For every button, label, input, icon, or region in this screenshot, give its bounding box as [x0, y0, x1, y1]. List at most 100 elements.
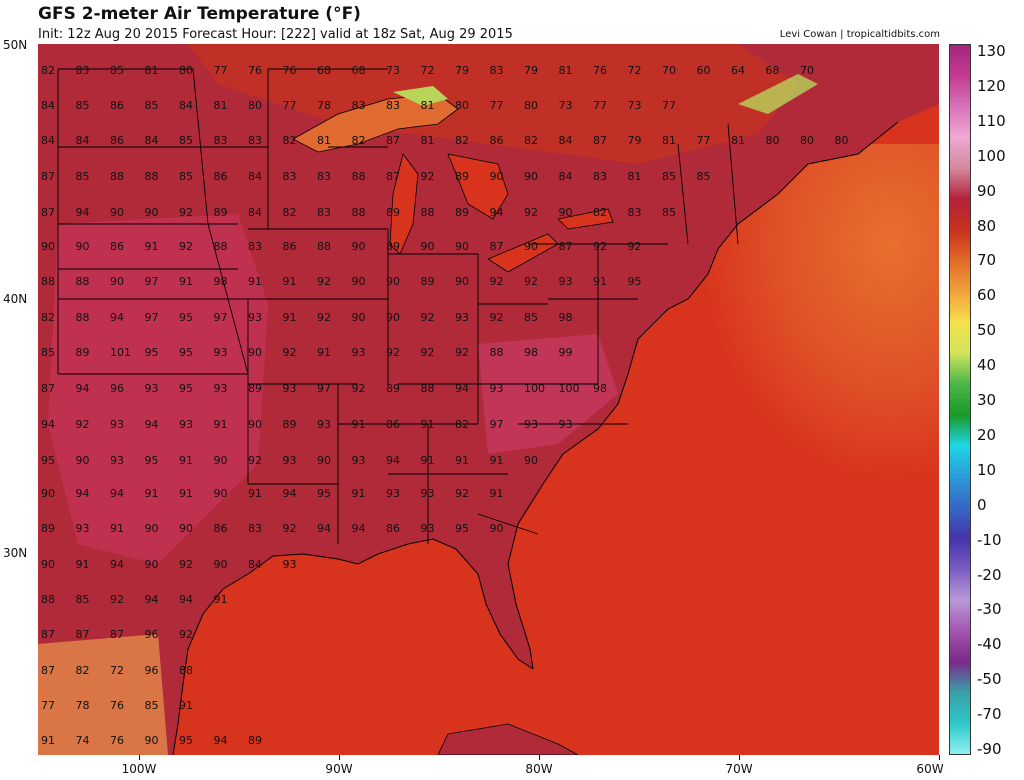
- forecast-info: Init: 12z Aug 20 2015 Forecast Hour: [22…: [38, 27, 513, 42]
- temperature-value: 90: [145, 558, 159, 571]
- temperature-value: 91: [283, 275, 297, 288]
- temperature-value: 83: [386, 99, 400, 112]
- temperature-value: 80: [835, 134, 849, 147]
- colorbar-tick-label: 120: [977, 76, 1006, 95]
- temperature-value: 90: [421, 240, 435, 253]
- temperature-value: 92: [352, 382, 366, 395]
- temperature-value: 84: [41, 99, 55, 112]
- temperature-value: 85: [524, 311, 538, 324]
- temperature-value: 88: [352, 206, 366, 219]
- temperature-value: 87: [41, 382, 55, 395]
- temperature-value: 76: [110, 699, 124, 712]
- temperature-value: 86: [283, 240, 297, 253]
- temperature-value: 90: [110, 275, 124, 288]
- lon-tick-60w: [939, 755, 940, 760]
- temperature-value: 95: [145, 454, 159, 467]
- temperature-value: 68: [317, 64, 331, 77]
- temperature-value: 83: [76, 64, 90, 77]
- temperature-value: 95: [317, 487, 331, 500]
- temperature-value: 83: [593, 170, 607, 183]
- temperature-value: 95: [41, 454, 55, 467]
- temperature-value: 85: [76, 170, 90, 183]
- temperature-value: 90: [110, 206, 124, 219]
- temperature-value: 94: [41, 418, 55, 431]
- colorbar-tick-label: 50: [977, 321, 997, 340]
- temperature-value: 91: [248, 275, 262, 288]
- temperature-value: 89: [455, 170, 469, 183]
- temperature-value: 91: [283, 311, 297, 324]
- temperature-value: 90: [386, 275, 400, 288]
- colorbar-tick-label: 80: [977, 216, 997, 235]
- temperature-value: 88: [421, 206, 435, 219]
- temperature-value: 92: [455, 346, 469, 359]
- temperature-value: 83: [248, 240, 262, 253]
- temperature-value: 84: [559, 134, 573, 147]
- temperature-value: 93: [179, 418, 193, 431]
- temperature-value: 93: [76, 522, 90, 535]
- temperature-value: 87: [559, 240, 573, 253]
- temperature-value: 85: [662, 170, 676, 183]
- temperature-value: 89: [421, 275, 435, 288]
- temperature-value: 73: [559, 99, 573, 112]
- temperature-value: 76: [283, 64, 297, 77]
- temperature-value: 90: [317, 454, 331, 467]
- temperature-value: 77: [490, 99, 504, 112]
- temperature-value: 92: [248, 454, 262, 467]
- temperature-value: 85: [662, 206, 676, 219]
- temperature-value: 87: [110, 628, 124, 641]
- temperature-value: 72: [110, 664, 124, 677]
- temperature-value: 98: [593, 382, 607, 395]
- lake-huron: [447, 153, 509, 220]
- temperature-value: 92: [179, 628, 193, 641]
- temperature-value: 77: [697, 134, 711, 147]
- temperature-value: 80: [766, 134, 780, 147]
- temperature-value: 82: [41, 64, 55, 77]
- temperature-value: 68: [352, 64, 366, 77]
- temperature-value: 91: [490, 454, 504, 467]
- temperature-value: 92: [317, 275, 331, 288]
- temperature-value: 82: [76, 664, 90, 677]
- temperature-value: 88: [179, 664, 193, 677]
- temperature-value: 94: [76, 206, 90, 219]
- temperature-value: 83: [490, 64, 504, 77]
- temperature-value: 92: [317, 311, 331, 324]
- temperature-value: 98: [524, 346, 538, 359]
- temperature-value: 91: [179, 454, 193, 467]
- temperature-value: 81: [317, 134, 331, 147]
- temperature-value: 88: [214, 240, 228, 253]
- temperature-value: 77: [283, 99, 297, 112]
- colorbar-tick-label: 70: [977, 251, 997, 270]
- temperature-value: 87: [41, 664, 55, 677]
- lat-label-30n: 30N: [3, 546, 28, 560]
- temperature-value: 76: [248, 64, 262, 77]
- temperature-value: 87: [593, 134, 607, 147]
- temperature-value: 84: [145, 134, 159, 147]
- temperature-value: 94: [283, 487, 297, 500]
- colorbar-tick-label: 0: [977, 495, 987, 514]
- lon-label-80w: 80W: [525, 762, 553, 776]
- colorbar-tick-label: 30: [977, 391, 997, 409]
- temperature-value: 60: [697, 64, 711, 77]
- temperature-value: 94: [455, 382, 469, 395]
- temperature-value: 93: [110, 418, 124, 431]
- lon-label-90w: 90W: [325, 762, 353, 776]
- temperature-value: 84: [248, 558, 262, 571]
- temperature-value: 100: [524, 382, 545, 395]
- temperature-value: 90: [145, 734, 159, 747]
- temperature-value: 89: [41, 522, 55, 535]
- temperature-value: 92: [110, 593, 124, 606]
- temperature-value: 85: [697, 170, 711, 183]
- temperature-value: 93: [317, 418, 331, 431]
- temperature-value: 92: [283, 522, 297, 535]
- temperature-value: 84: [41, 134, 55, 147]
- temperature-value: 99: [559, 346, 573, 359]
- temperature-value: 94: [76, 382, 90, 395]
- colorbar-tick-label: 110: [977, 111, 1006, 130]
- temperature-value: 87: [386, 134, 400, 147]
- temperature-value: 87: [386, 170, 400, 183]
- land-hot-zone-west: [48, 214, 268, 564]
- temperature-value: 90: [352, 240, 366, 253]
- temperature-value: 93: [248, 311, 262, 324]
- lon-label-70w: 70W: [725, 762, 753, 776]
- temperature-value: 81: [145, 64, 159, 77]
